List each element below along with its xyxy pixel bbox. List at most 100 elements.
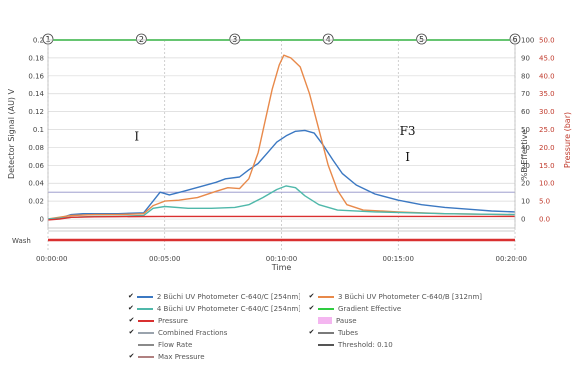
- legend-swatch: [138, 319, 154, 322]
- legend-label: Combined Fractions: [158, 328, 228, 337]
- y-tick-label: 0.08: [28, 144, 44, 152]
- series-line-1: [47, 129, 516, 220]
- y-tick-label: 0.04: [28, 180, 44, 188]
- annotation-text: I: [405, 150, 410, 164]
- y3-tick-label: 45.0: [539, 54, 555, 62]
- legend-label: Threshold: 0.10: [338, 340, 393, 349]
- legend-checkbox-icon[interactable]: ✔: [308, 328, 315, 336]
- y3-tick-label: 35.0: [539, 90, 555, 98]
- y3-tick-label: 15.0: [539, 162, 555, 170]
- wash-label: Wash: [12, 237, 31, 245]
- x-tick-label: 00:00:00: [36, 255, 67, 263]
- x-tick-label: 00:05:00: [149, 255, 180, 263]
- y2-tick-label: 30: [521, 162, 530, 170]
- legend-swatch: [318, 331, 334, 334]
- y3-tick-label: 40.0: [539, 72, 555, 80]
- y-tick-label: 0.14: [28, 90, 44, 98]
- y2-tick-label: 70: [521, 90, 530, 98]
- legend-checkbox-icon[interactable]: ✔: [128, 352, 135, 360]
- legend-item[interactable]: ✔ Max Pressure: [128, 352, 300, 361]
- axes: 00.020.040.060.080.10.120.140.160.180.20…: [7, 37, 572, 273]
- annotation-text: F3: [400, 124, 416, 138]
- y-tick-label: 0.16: [28, 72, 44, 80]
- fraction-marker-label: 2: [139, 35, 144, 44]
- legend-item[interactable]: Flow Rate: [128, 340, 300, 349]
- legend-swatch: [138, 343, 154, 346]
- legend-checkbox-icon[interactable]: ✔: [308, 304, 315, 312]
- legend-item[interactable]: ✔ 2 Büchi UV Photometer C-640/C [254nm]: [128, 292, 300, 301]
- legend-item[interactable]: ✔ Combined Fractions: [128, 328, 300, 337]
- fraction-marker-label: 6: [512, 35, 517, 44]
- legend-swatch: [136, 307, 153, 310]
- series-line-5: [47, 215, 515, 221]
- annotation-text: I: [134, 129, 139, 143]
- y2-tick-label: 20: [521, 180, 530, 188]
- y3-tick-label: 50.0: [539, 37, 555, 45]
- legend-item[interactable]: ✔ Tubes: [308, 328, 538, 337]
- fraction-markers: 1 2 3 4 5 6: [42, 33, 521, 45]
- y-tick-label: 0.2: [33, 37, 44, 45]
- legend-checkbox-icon[interactable]: ✔: [308, 292, 315, 300]
- legend-item[interactable]: ✔ Pressure: [128, 316, 300, 325]
- legend-checkbox-icon[interactable]: ✔: [128, 292, 134, 300]
- y-tick-label: 0.06: [28, 162, 44, 170]
- legend-label: Pressure: [158, 316, 188, 325]
- fraction-marker: [135, 33, 147, 45]
- fraction-marker-label: 1: [45, 35, 50, 44]
- legend-swatch: [318, 317, 332, 324]
- legend-swatch: [318, 343, 334, 346]
- legend-label: Max Pressure: [158, 352, 205, 361]
- y2-tick-label: 90: [521, 54, 530, 62]
- y3-axis-title: Pressure (bar): [563, 112, 572, 168]
- fraction-marker-label: 4: [326, 35, 331, 44]
- legend-label: Pause: [336, 316, 357, 325]
- legend-label: 2 Büchi UV Photometer C-640/C [254nm]: [156, 292, 300, 301]
- x-axis-title: Time: [271, 263, 292, 272]
- y3-tick-label: 25.0: [539, 126, 555, 134]
- legend-item[interactable]: ✔ 4 Büchi UV Photometer C-640/C [254nm]: [128, 304, 300, 313]
- legend-checkbox-icon[interactable]: [308, 341, 315, 348]
- legend-checkbox-icon[interactable]: [308, 317, 315, 324]
- y3-tick-label: 0.0: [539, 216, 550, 224]
- y3-tick-label: 30.0: [539, 108, 555, 116]
- y2-tick-label: 60: [521, 108, 530, 116]
- legend-item[interactable]: Threshold: 0.10: [308, 340, 538, 349]
- y2-axis-title: %B Effective: [520, 130, 529, 181]
- legend-swatch: [138, 355, 154, 358]
- legend-label: Flow Rate: [158, 340, 193, 349]
- grid-lines: [47, 39, 516, 250]
- series-line-2: [47, 54, 516, 220]
- y2-tick-label: 50: [521, 126, 530, 134]
- y-axis-title: Detector Signal (AU) V: [7, 88, 16, 179]
- fraction-marker-label: 5: [419, 35, 424, 44]
- chromatogram-chart: Wash 1 2 3 4 5 6 0 0.02 0.04 0.06 0.08 0.1 0.12 0.14…: [7, 33, 572, 273]
- fraction-marker: [229, 33, 241, 45]
- y3-tick-label: 20.0: [539, 144, 555, 152]
- legend-checkbox-icon[interactable]: ✔: [128, 304, 134, 312]
- y3-tick-label: 10.0: [539, 180, 555, 188]
- y2-tick-label: 0: [521, 216, 525, 224]
- x-tick-label: 00:20:00: [496, 255, 527, 263]
- legend-item[interactable]: Pause: [308, 316, 538, 325]
- legend-label: 4 Büchi UV Photometer C-640/C [254nm]: [156, 304, 300, 313]
- y-tick-label: 0.02: [28, 198, 44, 206]
- y2-tick-label: 10: [521, 198, 530, 206]
- y-tick-label: 0.12: [28, 108, 44, 116]
- legend-label: 3 Büchi UV Photometer C-640/B [312nm]: [338, 292, 482, 301]
- y3-tick-label: 5.0: [539, 198, 550, 206]
- legend-swatch: [136, 295, 153, 298]
- legend-item[interactable]: ✔ Gradient Effective: [308, 304, 538, 313]
- annotations: I F3 I: [134, 124, 415, 164]
- legend-checkbox-icon[interactable]: ✔: [128, 316, 135, 324]
- y2-tick-label: 40: [521, 144, 530, 152]
- legend-checkbox-icon[interactable]: ✔: [128, 328, 135, 336]
- y2-tick-label: 80: [521, 72, 530, 80]
- legend-checkbox-icon[interactable]: [128, 341, 135, 348]
- wash-band: Wash: [12, 230, 515, 245]
- x-tick-label: 00:15:00: [383, 255, 414, 263]
- y-tick-label: 0: [40, 216, 44, 224]
- legend-item[interactable]: ✔ 3 Büchi UV Photometer C-640/B [312nm]: [308, 292, 538, 301]
- plot-frame: [47, 39, 516, 229]
- y-tick-label: 0.18: [28, 54, 44, 62]
- legend-swatch: [318, 295, 334, 298]
